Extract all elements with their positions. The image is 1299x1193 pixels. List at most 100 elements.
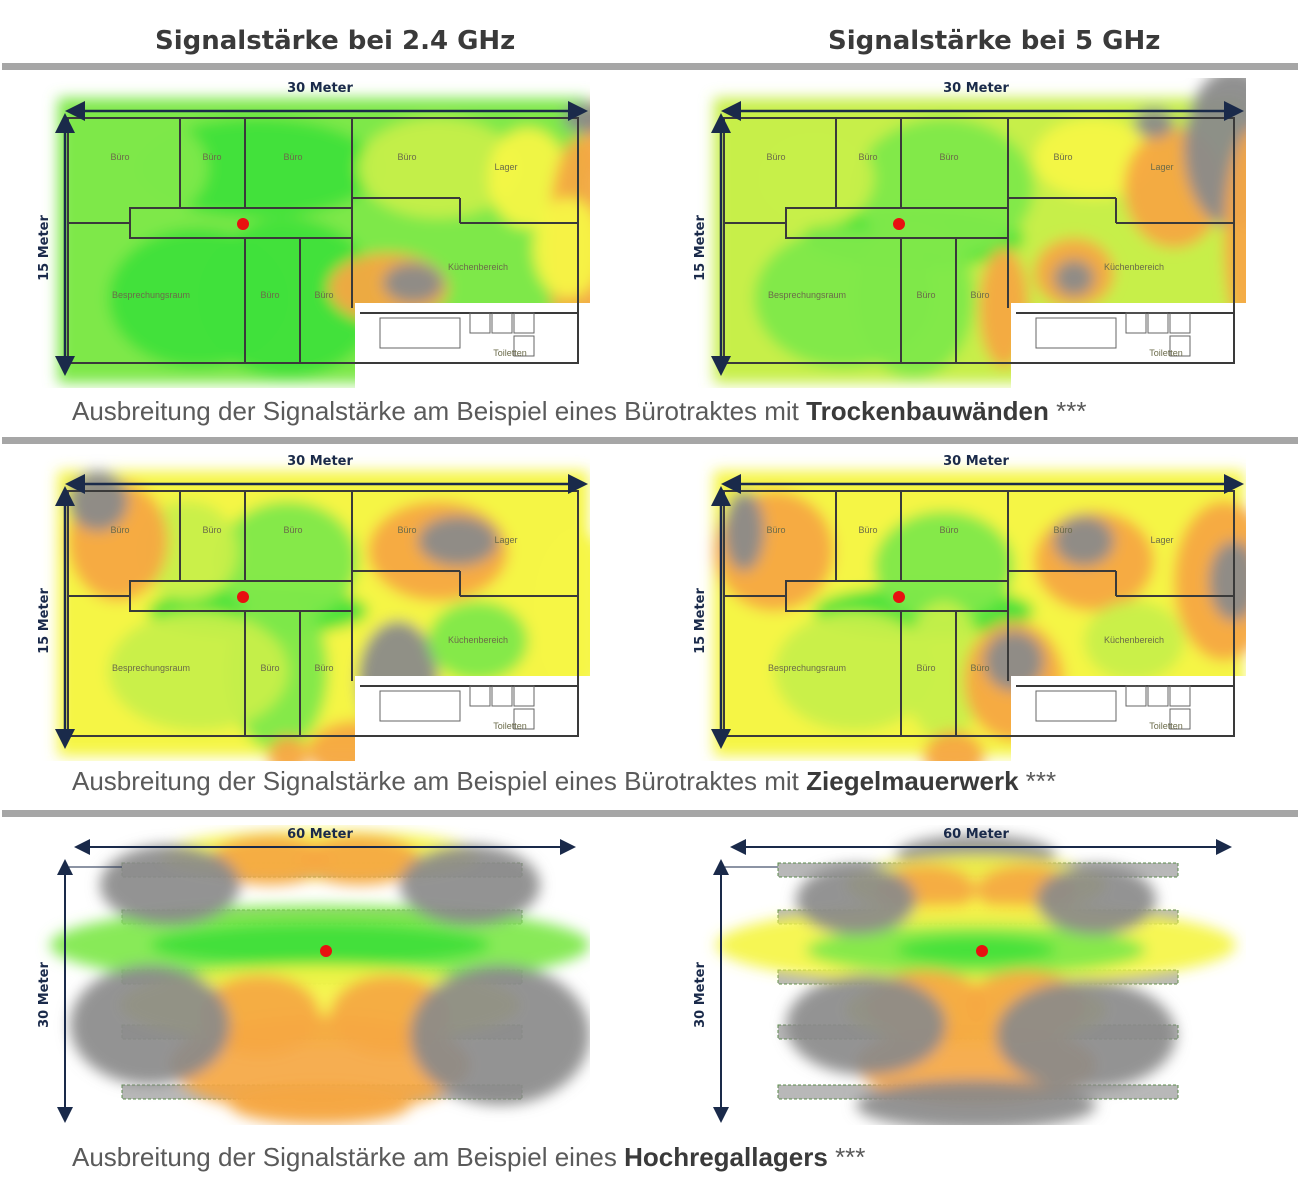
heat-zone xyxy=(170,1015,470,1115)
heat-zone xyxy=(68,471,128,531)
caption-brick-prefix: Ausbreitung der Signalstärke am Beispiel… xyxy=(72,766,807,796)
heatmap-svg: 60 Meter 30 Meter xyxy=(37,827,590,1125)
width-label: 60 Meter xyxy=(287,827,353,842)
heatmap-brick-5ghz: 30 Meter 15 Meter Büro Büro Büro Büro Lager Bes… xyxy=(686,451,1246,761)
room-label: Büro xyxy=(766,525,785,535)
toilet-stall xyxy=(1147,312,1169,334)
divider-middle xyxy=(2,437,1298,444)
access-point-marker xyxy=(320,945,332,957)
fixtures xyxy=(379,685,535,730)
heat-zone xyxy=(488,128,568,228)
room-label: Büro xyxy=(260,663,279,673)
heat-zone xyxy=(70,965,230,1085)
heat-zone xyxy=(996,980,1176,1090)
width-label: 30 Meter xyxy=(943,454,1009,469)
caption-drywall-prefix: Ausbreitung der Signalstärke am Beispiel… xyxy=(72,396,807,426)
height-label: 15 Meter xyxy=(37,588,52,654)
width-label: 30 Meter xyxy=(287,454,353,469)
room-label: Büro xyxy=(314,663,333,673)
heat-zone xyxy=(754,128,874,228)
room-label: Büro xyxy=(314,290,333,300)
heat-zone xyxy=(874,511,1014,621)
header-2-4ghz: Signalstärke bei 2.4 GHz xyxy=(155,26,516,56)
height-label: 30 Meter xyxy=(693,962,708,1028)
room-label: Büro xyxy=(1053,525,1072,535)
heat-zone xyxy=(796,865,916,935)
heat-zone xyxy=(400,845,540,925)
blank-area xyxy=(1011,303,1246,388)
height-label: 15 Meter xyxy=(693,215,708,281)
fixtures xyxy=(1035,312,1191,357)
room-label: Lager xyxy=(494,535,517,545)
fixtures xyxy=(379,312,535,357)
heat-zone xyxy=(724,491,764,571)
heat-zone xyxy=(1034,118,1154,198)
room-label: Büro xyxy=(260,290,279,300)
heatmap-warehouse-5ghz: 60 Meter 30 Meter xyxy=(686,825,1246,1125)
heat-zone xyxy=(150,923,490,967)
heat-zone xyxy=(428,601,528,681)
access-point-marker xyxy=(893,218,905,230)
access-point-marker xyxy=(237,218,249,230)
caption-warehouse-prefix: Ausbreitung der Signalstärke am Beispiel… xyxy=(72,1142,625,1172)
heat-zone xyxy=(1036,865,1156,935)
room-label: Büro xyxy=(858,152,877,162)
blank-area xyxy=(1011,676,1246,761)
room-label: Büro xyxy=(766,152,785,162)
heat-zone xyxy=(418,516,498,566)
access-point-marker xyxy=(976,945,988,957)
kitchen-counter xyxy=(379,317,461,349)
width-label: 60 Meter xyxy=(943,827,1009,842)
room-label: Büro xyxy=(858,525,877,535)
room-label: Toiletten xyxy=(1149,348,1183,358)
blank-area xyxy=(355,303,590,388)
heat-zone xyxy=(1134,108,1174,138)
blank-area xyxy=(355,676,590,761)
toilet-stall xyxy=(491,312,513,334)
caption-brick-suffix: *** xyxy=(1018,766,1057,796)
access-point-marker xyxy=(237,591,249,603)
room-label: Büro xyxy=(1053,152,1072,162)
heatmap-warehouse-2-4ghz: 60 Meter 30 Meter xyxy=(30,825,590,1125)
room-label: Küchenbereich xyxy=(1104,262,1164,272)
heat-zone xyxy=(218,501,358,621)
fixtures xyxy=(1035,685,1191,730)
caption-warehouse: Ausbreitung der Signalstärke am Beispiel… xyxy=(72,1142,865,1173)
heat-zone xyxy=(1209,541,1246,621)
room-label: Lager xyxy=(494,162,517,172)
heat-zone xyxy=(924,731,984,761)
heat-zone xyxy=(1084,601,1184,681)
toilet-stall xyxy=(513,312,535,334)
heat-zone xyxy=(754,228,934,368)
heat-zone xyxy=(383,263,443,303)
divider-top xyxy=(2,63,1298,70)
signal-heatmap xyxy=(50,830,590,1125)
access-point-marker xyxy=(893,591,905,603)
room-label: Büro xyxy=(397,525,416,535)
toilet-stall xyxy=(1169,312,1191,334)
caption-drywall-bold: Trockenbauwänden xyxy=(806,396,1049,426)
heat-zone xyxy=(268,736,308,761)
room-label: Büro xyxy=(283,525,302,535)
header-5ghz: Signalstärke bei 5 GHz xyxy=(828,26,1161,56)
toilet-stall xyxy=(1169,685,1191,707)
heat-zone xyxy=(1054,516,1114,566)
toilet-stall xyxy=(1147,685,1169,707)
toilet-stall xyxy=(469,685,491,707)
heat-zone xyxy=(896,936,1056,964)
room-label: Büro xyxy=(202,152,221,162)
width-label: 30 Meter xyxy=(943,81,1009,96)
caption-warehouse-bold: Hochregallagers xyxy=(624,1142,828,1172)
heat-zone xyxy=(100,845,240,925)
heat-zone xyxy=(108,228,288,368)
toilet-stall xyxy=(1169,335,1191,357)
heatmap-svg: 30 Meter 15 Meter Büro Büro Büro Büro Lager Bes… xyxy=(693,454,1246,761)
kitchen-counter xyxy=(379,690,461,722)
heat-zone xyxy=(88,118,208,218)
room-label: Büro xyxy=(397,152,416,162)
heatmap-drywall-5ghz: 30 Meter 15 Meter Büro Büro Büro Büro Lager Bes… xyxy=(686,78,1246,388)
room-label: Küchenbereich xyxy=(448,635,508,645)
room-label: Büro xyxy=(110,525,129,535)
room-label: Büro xyxy=(970,663,989,673)
heat-zone xyxy=(786,975,946,1075)
